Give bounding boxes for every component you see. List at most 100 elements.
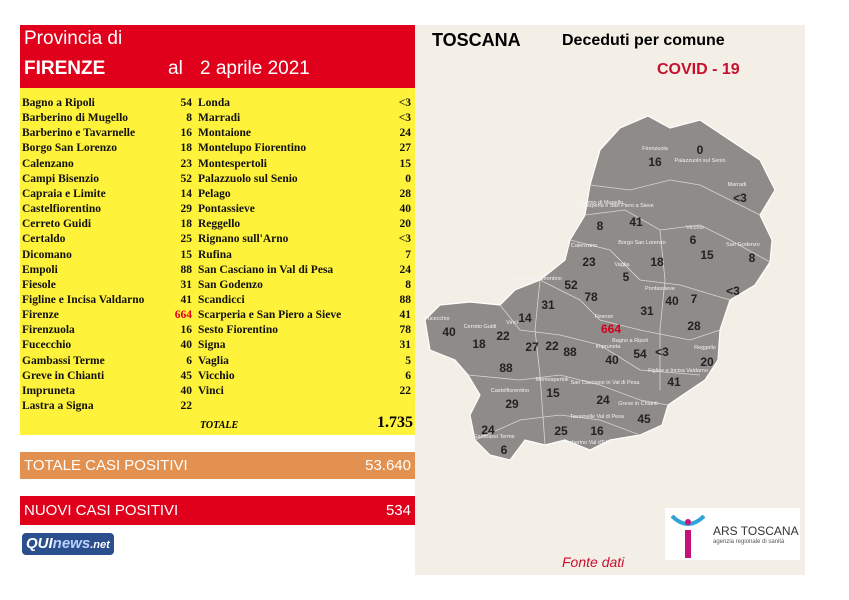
table-row: Vaglia 5	[198, 355, 411, 369]
table-row: Fucecchio 40	[22, 339, 192, 353]
table-row: Calenzano 23	[22, 158, 192, 172]
comune: Montelupo Fiorentino	[198, 142, 307, 155]
deaths: 22	[399, 384, 412, 397]
deaths: 40	[180, 384, 193, 397]
deaths: 8	[186, 112, 192, 125]
map-value: 14	[518, 311, 532, 325]
deaths: 6	[186, 354, 192, 367]
comune: Bagno a Ripoli	[22, 97, 95, 109]
table-row: Gambassi Terme 6	[22, 355, 192, 369]
table-row: Certaldo 25	[22, 233, 192, 247]
map-name: Vaglia	[615, 262, 631, 268]
map-name: San Godenzo	[726, 242, 760, 248]
map-value: 15	[700, 248, 714, 262]
deaths: 28	[399, 187, 412, 200]
table-row: Sesto Fiorentino 78	[198, 324, 411, 338]
table-row: Pontassieve 40	[198, 203, 411, 217]
map-value: 24	[481, 423, 495, 437]
map-value: 18	[650, 255, 664, 269]
comune: Pontassieve	[198, 203, 255, 216]
map-value: 15	[546, 386, 560, 400]
deaths: 31	[180, 278, 193, 291]
comune: Sesto Fiorentino	[198, 324, 278, 337]
map-name: Firenzuola	[642, 146, 669, 152]
ars-tagline: agenzia regionale di sanità	[713, 539, 785, 545]
new-positives: NUOVI CASI POSITIVI 534	[20, 496, 415, 525]
deaths: 22	[180, 400, 193, 412]
logo-part: QUI	[26, 535, 53, 552]
table-row: Campi Bisenzio 52	[22, 173, 192, 187]
comune: Empoli	[22, 263, 58, 276]
map-value: 25	[554, 424, 568, 438]
borders	[467, 179, 771, 446]
table-row: San Godenzo 8	[198, 279, 411, 293]
comune: Rignano sull'Arno	[198, 233, 289, 246]
deaths: 31	[399, 339, 412, 352]
table-row: Cerreto Guidi 18	[22, 218, 192, 232]
deaths: 78	[399, 324, 412, 337]
deaths: 18	[180, 142, 193, 155]
map-value: 20	[700, 355, 714, 369]
deaths: 27	[399, 142, 412, 155]
province: FIRENZE	[24, 58, 106, 79]
table-row: Barberino di Mugello 8	[22, 112, 192, 126]
comune: Scandicci	[198, 293, 245, 306]
comune: Dicomano	[22, 248, 72, 261]
deaths: 25	[180, 233, 193, 246]
value: 53.640	[365, 457, 411, 474]
comune: Lastra a Signa	[22, 400, 94, 412]
province-shape	[424, 115, 776, 461]
map-value: <3	[726, 284, 740, 298]
deaths: 0	[405, 172, 411, 185]
ars-icon	[670, 514, 706, 558]
deaths: 14	[180, 187, 193, 200]
label: TOTALE CASI POSITIVI	[24, 457, 188, 474]
map-value: 24	[596, 393, 610, 407]
map-name: San Casciano in Val di Pesa	[571, 380, 641, 386]
map-name: Barberino di Mugello	[573, 200, 623, 206]
map-name: Barberino Val d'Elsa	[563, 440, 613, 446]
map-name: Montelupo Fiorentino	[510, 276, 562, 282]
map-name: Castelfiorentino	[491, 388, 529, 394]
deaths: 664	[174, 309, 192, 322]
comune: Greve in Chianti	[22, 369, 105, 382]
comune: Firenzuola	[22, 324, 75, 337]
comune: Castelfiorentino	[22, 203, 102, 216]
deaths: <3	[398, 112, 411, 125]
map-name: Calenzano	[571, 243, 597, 249]
map-value: 40	[605, 353, 619, 367]
map-value: 78	[584, 290, 598, 304]
table-row: Bagno a Ripoli 54	[22, 97, 192, 111]
logo-part: .net	[90, 539, 110, 551]
table-row: Vicchio 6	[198, 370, 411, 384]
total-value: 1.735	[377, 414, 413, 431]
deaths: 40	[180, 339, 193, 352]
deaths: 54	[180, 97, 193, 109]
map-name: Scarperia e San Piero a Sieve	[580, 203, 654, 209]
deaths: 41	[180, 293, 193, 306]
map-name: Borgo San Lorenzo	[618, 240, 665, 246]
map-name: Montespertoli	[535, 377, 568, 383]
comune: Londa	[198, 97, 230, 109]
map-value: 22	[496, 329, 510, 343]
table-row: Pelago 28	[198, 188, 411, 202]
deaths: 41	[399, 309, 412, 322]
table-row: Palazzuolo sul Senio 0	[198, 173, 411, 187]
map-value: 23	[582, 255, 596, 269]
table-row: Greve in Chianti 45	[22, 370, 192, 384]
table-row: Fiesole 31	[22, 279, 192, 293]
table-row: Barberino e Tavarnelle 16	[22, 127, 192, 141]
map-value: 31	[640, 304, 654, 318]
map-value: 664	[601, 322, 621, 336]
deaths: 18	[180, 218, 193, 231]
deaths: 29	[180, 203, 193, 216]
comune: Figline e Incisa Valdarno	[22, 293, 145, 306]
comune: Barberino e Tavarnelle	[22, 127, 136, 140]
deaths: 88	[399, 293, 412, 306]
table-row: Montaione 24	[198, 127, 411, 141]
map-title: TOSCANA	[432, 30, 521, 50]
map-value: <3	[733, 191, 747, 205]
table-row: Empoli 88	[22, 264, 192, 278]
label: NUOVI CASI POSITIVI	[24, 502, 179, 519]
